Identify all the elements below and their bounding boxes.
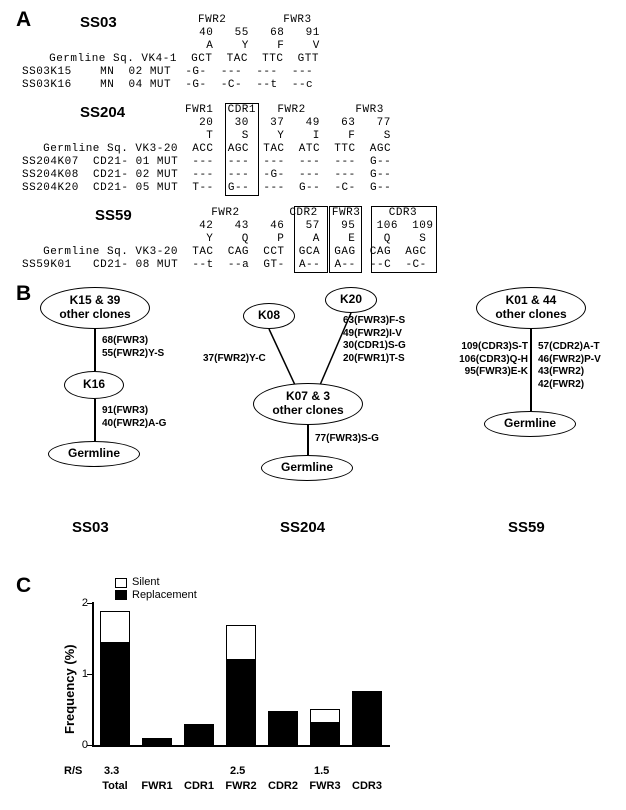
ss03-line2 <box>94 399 96 441</box>
ss03-tree: K15 & 39other clones 68(FWR3)55(FWR2)Y-S… <box>30 285 195 565</box>
ss204-tree: K08 K20 37(FWR2)Y-C 63(FWR3)F-S49(FWR2)I… <box>205 285 435 565</box>
ss204-germline: Germline Sq. VK3-20 ACC AGC TAC ATC TTC … <box>36 143 391 155</box>
rs-FWR3: 1.5 <box>314 765 329 777</box>
y-axis <box>92 602 94 747</box>
ss204-title: SS204 <box>80 104 125 121</box>
y-axis-label: Frequency (%) <box>62 644 77 734</box>
ss204-row2: SS204K08 CD21- 02 MUT --- --- -G- --- --… <box>22 169 391 181</box>
ss03-line1 <box>94 329 96 371</box>
ss03-title: SS03 <box>80 14 117 31</box>
ss03-mid-muts: 68(FWR3)55(FWR2)Y-S <box>102 335 164 360</box>
bar-rep-CDR2 <box>268 711 298 747</box>
ss59-cdr3-box <box>371 206 437 273</box>
ss03-regions: FWR2 FWR3 <box>198 14 312 26</box>
ss59-left-muts: 109(CDR3)S-T106(CDR3)Q-H95(FWR3)E-K <box>448 341 528 379</box>
rs-FWR2: 2.5 <box>230 765 245 777</box>
ss204-mid-node: K07 & 3other clones <box>253 383 363 425</box>
ss204-germline-node: Germline <box>261 455 353 481</box>
ss03-mid-node: K16 <box>64 371 124 399</box>
ss204-positions: 20 30 37 49 63 77 <box>192 117 391 129</box>
ytick-line-0 <box>87 745 92 746</box>
ss59-tree-title: SS59 <box>508 519 545 536</box>
ss59-germline-node: Germline <box>484 411 576 437</box>
xlabel-CDR1: CDR1 <box>178 780 220 792</box>
ss204-regions: FWR1 CDR1 FWR2 FWR3 <box>185 104 384 116</box>
ss03-row2: SS03K16 MN 04 MUT -G- -C- --t --c <box>22 79 313 91</box>
ss204-tree-title: SS204 <box>280 519 325 536</box>
panel-b-label: B <box>16 282 31 306</box>
legend-silent: Silent <box>132 576 160 588</box>
ss204-aa: T S Y I F S <box>192 130 391 142</box>
bar-rep-FWR2 <box>226 660 256 747</box>
ss59-line <box>530 329 532 411</box>
ss59-right-muts: 57(CDR2)A-T46(FWR2)P-V43(FWR2)42(FWR2) <box>538 341 601 391</box>
ss59-top-node: K01 & 44other clones <box>476 287 586 329</box>
bar-sil-Total <box>100 611 130 643</box>
bar-sil-FWR2 <box>226 625 256 659</box>
xlabel-CDR2: CDR2 <box>262 780 304 792</box>
bar-rep-CDR1 <box>184 724 214 747</box>
ss204-line3 <box>307 425 309 455</box>
rs-Total: 3.3 <box>104 765 119 777</box>
xlabel-FWR2: FWR2 <box>220 780 262 792</box>
legend-silent-box <box>115 578 127 588</box>
ss03-row1: SS03K15 MN 02 MUT -G- --- --- --- <box>22 66 313 78</box>
bar-sil-FWR3 <box>310 709 340 723</box>
panel-a-label: A <box>16 8 31 32</box>
ss03-germline: Germline Sq. VK4-1 GCT TAC TTC GTT <box>42 53 319 65</box>
ss03-positions: 40 55 68 91 <box>192 27 320 39</box>
bar-rep-CDR3 <box>352 691 382 747</box>
ss204-k20-muts: 63(FWR3)F-S49(FWR2)I-V30(CDR1)S-G20(FWR1… <box>343 315 406 365</box>
ytick-line-1 <box>87 674 92 675</box>
legend-replacement: Replacement <box>132 589 197 601</box>
xlabel-CDR3: CDR3 <box>346 780 388 792</box>
ss59-fwr3-box <box>329 206 362 273</box>
ss03-germline-node: Germline <box>48 441 140 467</box>
frequency-chart: Frequency (%) 0 1 2 Silent Replacement R… <box>60 602 370 792</box>
ss59-tree: K01 & 44other clones 109(CDR3)S-T106(CDR… <box>448 285 623 565</box>
ss59-cdr2-box <box>294 206 328 273</box>
ss03-bot-muts: 91(FWR3)40(FWR2)A-G <box>102 405 166 430</box>
legend-rep-box <box>115 590 127 600</box>
ytick-line-2 <box>87 603 92 604</box>
xlabel-FWR1: FWR1 <box>136 780 178 792</box>
ss03-top-node: K15 & 39other clones <box>40 287 150 329</box>
ss03-tree-title: SS03 <box>72 519 109 536</box>
ss204-row3: SS204K20 CD21- 05 MUT T-- G-- --- G-- -C… <box>22 182 391 194</box>
bar-rep-Total <box>100 643 130 747</box>
ss204-row1: SS204K07 CD21- 01 MUT --- --- --- --- --… <box>22 156 391 168</box>
bar-rep-FWR3 <box>310 723 340 747</box>
rs-label: R/S <box>64 765 82 777</box>
ss204-cdr1-box <box>225 103 259 196</box>
bar-rep-FWR1 <box>142 738 172 747</box>
xlabel-FWR3: FWR3 <box>304 780 346 792</box>
ytick-0: 0 <box>68 739 88 751</box>
ytick-1: 1 <box>68 668 88 680</box>
ss59-row1: SS59K01 CD21- 08 MUT --t --a GT- A-- A--… <box>22 259 427 271</box>
xlabel-Total: Total <box>94 780 136 792</box>
ss204-k08-muts: 37(FWR2)Y-C <box>203 353 266 366</box>
panel-c-label: C <box>16 574 31 598</box>
ss204-bot-muts: 77(FWR3)S-G <box>315 433 379 446</box>
ss03-aa: A Y F V <box>192 40 320 52</box>
ytick-2: 2 <box>68 597 88 609</box>
ss59-title: SS59 <box>95 207 132 224</box>
ss59-germline: Germline Sq. VK3-20 TAC CAG CCT GCA GAG … <box>36 246 427 258</box>
